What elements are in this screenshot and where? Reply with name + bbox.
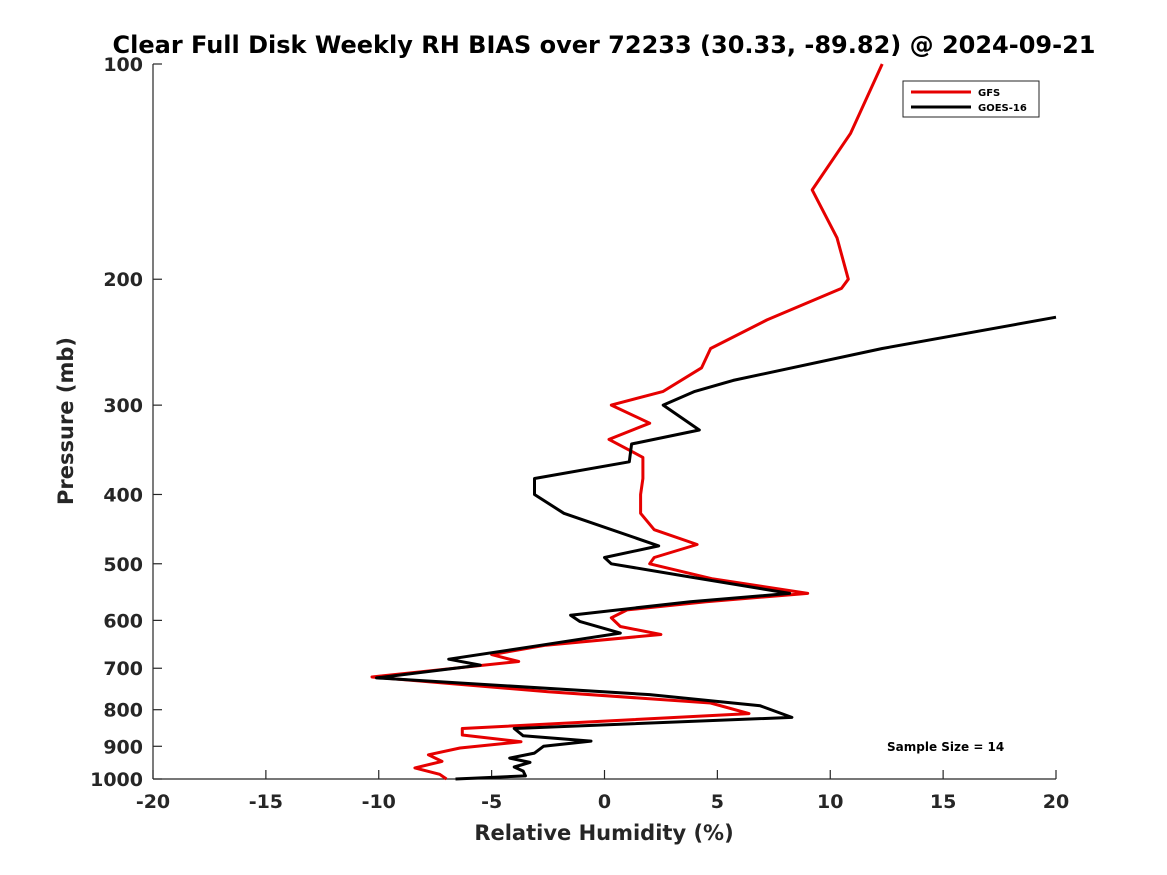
x-axis-ticks: -20 -15 -10 -5 0 5 10 15 20 xyxy=(136,770,1069,813)
y-tick-label: 1000 xyxy=(90,769,143,791)
y-tick-label: 400 xyxy=(103,484,143,506)
x-axis-label: Relative Humidity (%) xyxy=(474,821,733,845)
x-tick-label: -15 xyxy=(249,791,283,813)
y-axis-label: Pressure (mb) xyxy=(54,337,78,505)
y-tick-label: 700 xyxy=(103,658,143,680)
series-line-goes16 xyxy=(375,315,1057,781)
x-tick-label: 15 xyxy=(930,791,956,813)
x-tick-label: -20 xyxy=(136,791,170,813)
x-tick-label: 0 xyxy=(598,791,611,813)
chart-title: Clear Full Disk Weekly RH BIAS over 7223… xyxy=(113,31,1096,59)
y-tick-label: 800 xyxy=(103,700,143,722)
y-tick-label: 900 xyxy=(103,736,143,758)
legend-label-gfs: GFS xyxy=(978,88,1000,99)
series-layer xyxy=(370,63,1057,781)
y-tick-label: 100 xyxy=(103,54,143,76)
legend-box xyxy=(902,80,1040,118)
x-tick-label: 10 xyxy=(817,791,843,813)
x-tick-label: 20 xyxy=(1043,791,1069,813)
legend: GFS GOES-16 xyxy=(902,80,1040,118)
y-axis-ticks: 100 200 300 400 500 600 700 800 900 1000 xyxy=(90,54,162,791)
y-tick-label: 300 xyxy=(103,395,143,417)
legend-label-goes16: GOES-16 xyxy=(978,103,1027,114)
y-tick-label: 200 xyxy=(103,269,143,291)
series-line-gfs xyxy=(370,63,884,781)
x-tick-label: -5 xyxy=(481,791,502,813)
y-tick-label: 500 xyxy=(103,554,143,576)
x-tick-label: 5 xyxy=(711,791,724,813)
sample-size-annotation: Sample Size = 14 xyxy=(887,740,1004,754)
x-tick-label: -10 xyxy=(362,791,396,813)
y-tick-label: 600 xyxy=(103,610,143,632)
